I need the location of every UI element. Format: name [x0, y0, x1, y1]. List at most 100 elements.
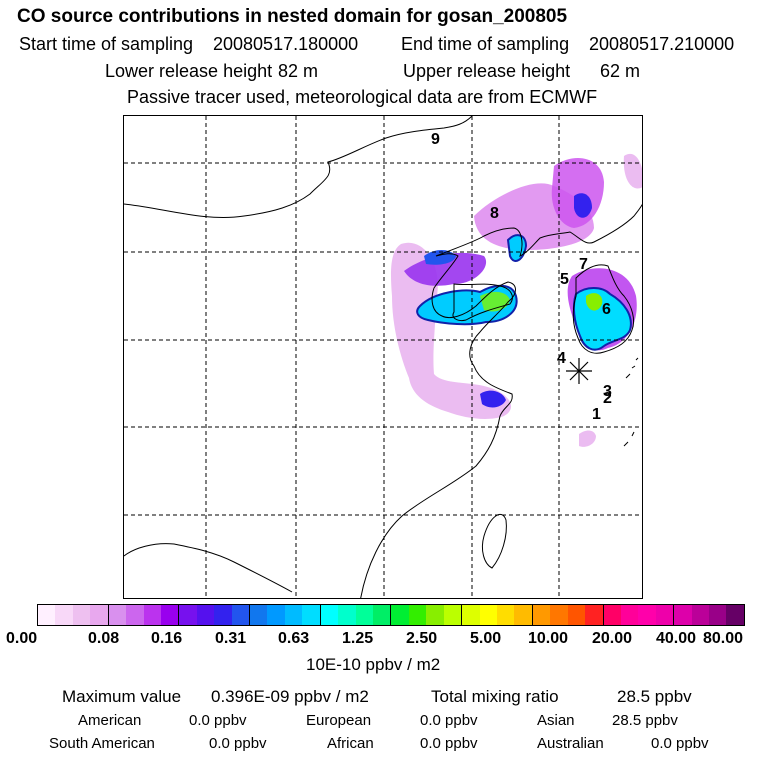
colorbar-segment [426, 605, 444, 625]
coastline-north [124, 116, 473, 218]
max-value-label: Maximum value [62, 687, 182, 706]
map-label-2: 2 [603, 390, 612, 407]
colorbar-tick-1: 0.08 [88, 630, 120, 647]
region-european-value: 0.0 ppbv [420, 712, 478, 729]
total-mixing-label: Total mixing ratio [431, 687, 559, 706]
map-label-6: 6 [602, 301, 611, 318]
coastline-taiwan [481, 514, 507, 569]
colorbar-segment [674, 605, 692, 625]
map-canvas: 9 8 7 5 6 4 3 2 1 [124, 116, 642, 598]
colorbar-segment [443, 605, 463, 625]
start-time-value: 20080517.180000 [213, 34, 359, 54]
colorbar-tick-3: 0.31 [215, 630, 247, 647]
colorbar-segment [231, 605, 251, 625]
colorbar-tick-10: 40.00 [656, 630, 697, 647]
end-time-label: End time of sampling [401, 34, 570, 54]
colorbar-segment [72, 605, 91, 625]
colorbar-segment [179, 605, 197, 625]
plume-island [579, 430, 596, 447]
colorbar-tick-8: 10.00 [528, 630, 569, 647]
colorbar-segment [267, 605, 285, 625]
receptor-asterisk-icon [566, 358, 592, 384]
colorbar-segment [514, 605, 533, 625]
colorbar-segment [284, 605, 303, 625]
colorbar-segment [355, 605, 374, 625]
plume-ne [551, 158, 604, 228]
colorbar-segment [160, 605, 180, 625]
plume-outer [390, 242, 512, 419]
colorbar-tick-2: 0.16 [151, 630, 183, 647]
region-south-american-label: South American [49, 735, 155, 752]
region-european-label: European [306, 712, 372, 729]
colorbar-tick-7: 5.00 [470, 630, 502, 647]
colorbar-segment [585, 605, 604, 625]
map-label-9: 9 [431, 131, 440, 148]
colorbar-segment [726, 605, 744, 625]
lower-height-value: 82 m [278, 61, 319, 81]
colorbar-segment [338, 605, 356, 625]
region-south-american-value: 0.0 ppbv [209, 735, 267, 752]
colorbar-segment [496, 605, 515, 625]
region-australian-label: Australian [537, 735, 604, 752]
coastline-japan [623, 357, 639, 447]
region-asian-value: 28.5 ppbv [612, 712, 678, 729]
map-label-8: 8 [490, 205, 499, 222]
end-time-value: 20080517.210000 [589, 34, 735, 54]
colorbar [37, 604, 745, 626]
colorbar-segment [302, 605, 321, 625]
map-label-1: 1 [592, 406, 601, 423]
colorbar-segment [214, 605, 232, 625]
region-american-label: American [78, 712, 142, 729]
colorbar-segment [196, 605, 215, 625]
colorbar-segment [108, 605, 127, 625]
colorbar-segment [479, 605, 497, 625]
colorbar-segment [709, 605, 727, 625]
region-asian-label: Asian [537, 712, 575, 729]
colorbar-segment [638, 605, 656, 625]
colorbar-tick-9: 20.00 [592, 630, 633, 647]
colorbar-segment [567, 605, 586, 625]
colorbar-segment [250, 605, 268, 625]
core-korea-green [586, 293, 603, 311]
colorbar-tick-4: 0.63 [278, 630, 310, 647]
coastline-shandong [452, 283, 513, 321]
page-title: CO source contributions in nested domain… [17, 6, 568, 27]
coastline-west-edge [124, 543, 293, 593]
map-label-5: 5 [560, 271, 569, 288]
colorbar-segment [603, 605, 621, 625]
region-african-label: African [327, 735, 374, 752]
grid-layer [124, 116, 642, 598]
total-mixing-value: 28.5 ppbv [617, 687, 692, 706]
colorbar-segment [373, 605, 392, 625]
region-american-value: 0.0 ppbv [189, 712, 247, 729]
coastline-main [360, 203, 642, 598]
region-australian-value: 0.0 ppbv [651, 735, 709, 752]
colorbar-segment [620, 605, 639, 625]
colorbar-segment [408, 605, 427, 625]
map-panel: 9 8 7 5 6 4 3 2 1 [123, 115, 643, 599]
colorbar-tick-11: 80.00 [703, 630, 744, 647]
colorbar-segment [55, 605, 73, 625]
coastline-korea [572, 264, 635, 354]
tracer-note: Passive tracer used, meteorological data… [127, 87, 598, 107]
colorbar-segment [462, 605, 480, 625]
colorbar-segment [90, 605, 109, 625]
colorbar-tick-6: 2.50 [406, 630, 438, 647]
colorbar-segment [532, 605, 551, 625]
core-ne [574, 193, 592, 218]
coastline-layer [124, 116, 642, 598]
colorbar-tick-0: 0.00 [6, 630, 38, 647]
colorbar-tick-5: 1.25 [342, 630, 374, 647]
colorbar-segment [126, 605, 144, 625]
colorbar-unit: 10E-10 ppbv / m2 [306, 655, 441, 674]
lower-height-label: Lower release height [105, 61, 273, 81]
upper-height-label: Upper release height [403, 61, 571, 81]
plume-far-ne [623, 154, 642, 189]
colorbar-segment [391, 605, 409, 625]
max-value: 0.396E-09 ppbv / m2 [211, 687, 369, 706]
map-label-3: 3 [603, 383, 612, 400]
core-pen-1 [506, 234, 528, 262]
upper-height-value: 62 m [600, 61, 641, 81]
start-time-label: Start time of sampling [19, 34, 194, 54]
colorbar-segment [655, 605, 675, 625]
